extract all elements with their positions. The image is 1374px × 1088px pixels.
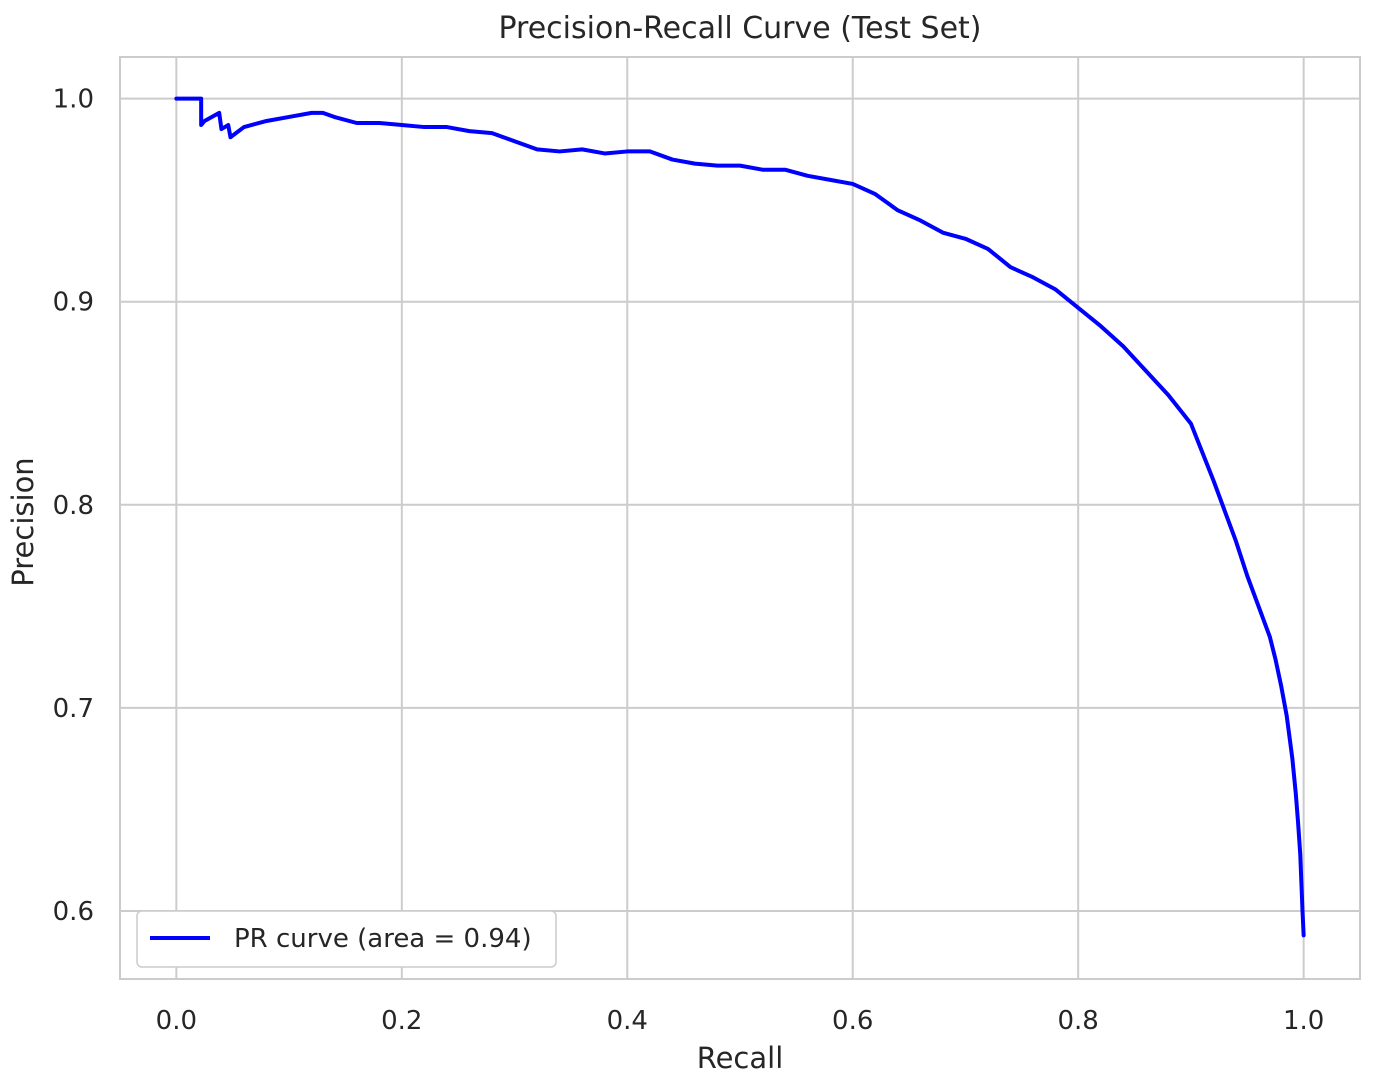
grid-lines — [120, 57, 1360, 979]
x-tick-label: 1.0 — [1283, 1006, 1324, 1036]
y-tick-label: 0.9 — [53, 288, 94, 318]
legend-label: PR curve (area = 0.94) — [234, 924, 532, 954]
legend: PR curve (area = 0.94) — [136, 910, 557, 968]
x-tick-label: 0.0 — [156, 1006, 197, 1036]
x-axis-label: Recall — [697, 1041, 784, 1075]
x-tick-label: 0.6 — [832, 1006, 873, 1036]
x-tick-label: 0.2 — [381, 1006, 422, 1036]
y-tick-labels: 0.6 0.7 0.8 0.9 1.0 — [53, 85, 94, 927]
y-tick-label: 0.7 — [53, 694, 94, 724]
chart-title: Precision-Recall Curve (Test Set) — [498, 11, 981, 46]
y-axis-label: Precision — [6, 457, 40, 586]
x-tick-labels: 0.0 0.2 0.4 0.6 0.8 1.0 — [156, 1006, 1325, 1036]
plot-frame — [119, 56, 1361, 980]
legend-box — [136, 910, 557, 968]
y-tick-label: 0.6 — [53, 897, 94, 927]
x-tick-label: 0.8 — [1058, 1006, 1099, 1036]
y-tick-label: 0.8 — [53, 491, 94, 521]
y-tick-label: 1.0 — [53, 85, 94, 115]
x-tick-label: 0.4 — [607, 1006, 648, 1036]
pr-curve-line — [174, 96, 1306, 938]
